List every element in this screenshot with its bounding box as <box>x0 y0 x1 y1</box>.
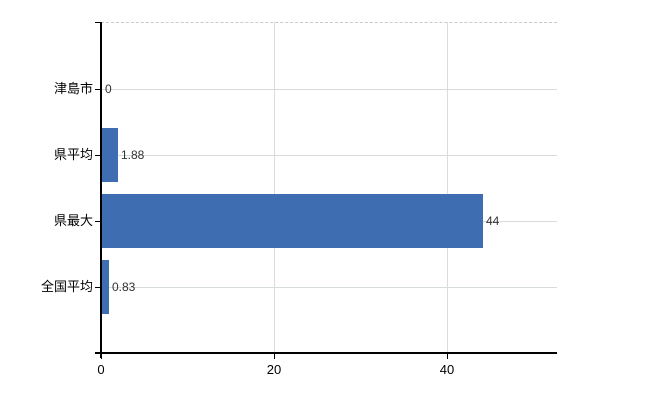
x-axis-tick <box>101 354 102 359</box>
row-gridline <box>102 287 557 288</box>
bar <box>102 260 109 314</box>
x-tick-label: 20 <box>266 362 282 377</box>
bar <box>102 128 118 182</box>
category-tick <box>95 287 101 288</box>
x-tick-label: 0 <box>97 362 105 377</box>
value-label: 0 <box>105 82 112 96</box>
category-label: 津島市 <box>53 81 93 96</box>
x-gridline <box>274 22 275 352</box>
value-label: 1.88 <box>121 148 145 162</box>
value-label: 0.83 <box>112 280 136 294</box>
category-tick <box>95 155 101 156</box>
x-tick-label: 40 <box>439 362 455 377</box>
category-tick <box>95 221 101 222</box>
x-axis-tick <box>274 354 275 359</box>
category-tick <box>95 89 101 90</box>
plot-top-border <box>101 22 557 23</box>
bar <box>102 194 483 248</box>
x-gridline <box>447 22 448 352</box>
x-axis-tick <box>447 354 448 359</box>
row-gridline <box>102 155 557 156</box>
category-label: 全国平均 <box>40 279 93 294</box>
category-label: 県最大 <box>53 213 93 228</box>
value-label: 44 <box>486 214 500 228</box>
y-axis-line <box>100 22 102 358</box>
category-label: 県平均 <box>53 147 93 162</box>
y-axis-top-tick <box>95 22 101 23</box>
x-axis-line <box>95 352 557 354</box>
row-gridline <box>102 89 557 90</box>
